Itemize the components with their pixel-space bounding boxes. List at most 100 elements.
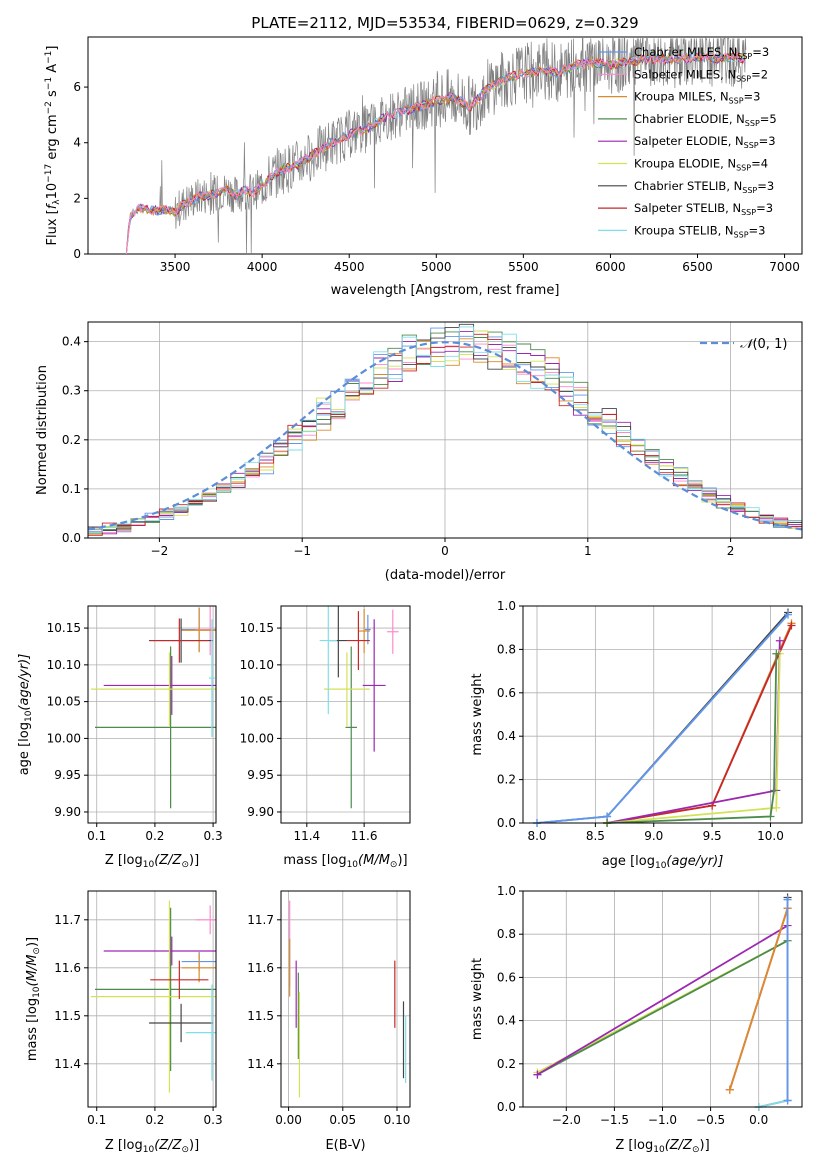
label-part: (Z/Z — [154, 853, 182, 868]
label-sub: ⊙ — [692, 1145, 700, 1155]
x-tick-label: 8.5 — [586, 829, 605, 843]
legend-text: Salpeter ELODIE, N — [634, 134, 744, 148]
label-part: mass [log — [25, 998, 40, 1061]
label-part: mass [log — [283, 853, 346, 868]
label-part: )] — [700, 1138, 710, 1153]
legend-entry: Salpeter MILES, NSSP=2 — [634, 67, 768, 83]
x-tick-label: 4500 — [334, 260, 365, 274]
label-part: age [log — [602, 854, 655, 869]
label-sub: ⊙ — [390, 860, 398, 870]
figure-title: PLATE=2112, MJD=53534, FIBERID=0629, z=0… — [251, 14, 638, 32]
y-tick-label: 0.6 — [497, 970, 516, 984]
legend-text: Kroupa MILES, N — [634, 90, 729, 104]
legend-entry: Kroupa STELIB, NSSP=3 — [634, 223, 765, 239]
label-part: (age/yr)] — [666, 854, 723, 869]
y-tick-label: 0.2 — [497, 773, 516, 787]
mass-vs-ebv-panel: 0.00 0.05 0.10 11.4 11.5 11.6 11.7 E(B-V) — [247, 890, 411, 1153]
weight-line-salpeter_elodie — [536, 924, 789, 1076]
label-part: age [log — [17, 722, 32, 775]
x-tick-label: 10.0 — [757, 829, 784, 843]
weight-marker-chabrier_miles — [783, 895, 792, 904]
weight-line-chabrier_elodie — [607, 653, 778, 824]
legend-text: Kroupa ELODIE, N — [634, 157, 736, 171]
label-part: s — [45, 90, 60, 101]
y-tick-label: 11.4 — [54, 1057, 81, 1071]
axes-frame — [280, 605, 411, 824]
x-tick-label: 0.0 — [749, 1113, 768, 1127]
y-tick-label: 11.5 — [54, 1009, 81, 1023]
x-tick-label: −1.0 — [648, 1113, 677, 1127]
y-tick-label: 11.5 — [247, 1009, 274, 1023]
y-tick-label: 10.00 — [240, 731, 274, 745]
legend-sub: SSP — [737, 52, 752, 61]
weight-marker-chabrier_elodie — [766, 812, 775, 821]
legend-text: =3 — [756, 201, 773, 215]
x-tick-label: −1.5 — [600, 1113, 629, 1127]
legend-sub: SSP — [734, 230, 749, 239]
weight-marker-chabrier_miles — [783, 610, 792, 619]
y-tick-label: 11.7 — [54, 913, 81, 927]
label-part: A — [45, 64, 60, 77]
label-part: ] — [45, 46, 60, 51]
label-sub: ⊙ — [181, 860, 189, 870]
label-part: (M/M — [358, 853, 390, 868]
x-tick-label: −0.5 — [696, 1113, 725, 1127]
y-tick-label: 10.05 — [240, 695, 274, 709]
legend-text: =3 — [744, 90, 761, 104]
weight-vs-metallicity-panel: −2.0 −1.5 −1.0 −0.5 0.0 0.0 0.2 0.4 0.6 0.8 1.0 mas… — [470, 884, 803, 1155]
x-tick-label: 0.1 — [87, 1113, 106, 1127]
label-part: )] — [189, 1138, 199, 1153]
y-axis-label: mass [log10(M/M⊙)] — [25, 937, 42, 1061]
label-sup: −2 — [44, 101, 54, 114]
x-tick-label: 11.4 — [293, 829, 320, 843]
x-axis-label: age [log10(age/yr)] — [602, 854, 724, 871]
histogram-kroupa_stelib — [88, 326, 802, 533]
label-part: )] — [25, 937, 40, 947]
x-tick-label: 8.0 — [527, 829, 546, 843]
x-tick-label: 9.0 — [644, 829, 663, 843]
y-tick-label: 0.2 — [62, 433, 81, 447]
y-tick-label: 6 — [73, 80, 81, 94]
model-spectrum-salpeter_miles — [125, 52, 746, 255]
x-tick-label: 5500 — [508, 260, 539, 274]
legend-entry: Chabrier STELIB, NSSP=3 — [634, 179, 774, 195]
y-tick-label: 1.0 — [497, 599, 516, 613]
x-tick-label: −2.0 — [552, 1113, 581, 1127]
x-tick-label: 0.3 — [204, 1113, 223, 1127]
y-axis-label: age [log10(age/yr)] — [17, 654, 34, 776]
spectrum-panel: 3500 4000 4500 5000 5500 6000 6500 7000 0 2 4 6 wave… — [44, 36, 803, 298]
x-axis-label: Z [log10(Z/Z⊙)] — [615, 1138, 709, 1155]
histogram-salpeter_stelib — [88, 333, 802, 536]
legend-sub: SSP — [736, 74, 751, 83]
y-tick-label: 0.6 — [497, 686, 516, 700]
weight-marker-salpeter_elodie — [775, 636, 784, 645]
legend-sub: SSP — [742, 186, 757, 195]
y-tick-label: 0.2 — [497, 1057, 516, 1071]
weight-vs-age-panel: 8.0 8.5 9.0 9.5 10.0 0.0 0.2 0.4 0.6 0.8 1.0 mass w… — [470, 599, 803, 871]
y-axis-label: mass weight — [470, 673, 485, 755]
x-tick-label: 0.1 — [87, 829, 106, 843]
legend-text: Salpeter STELIB, N — [634, 201, 741, 215]
legend-entry: Chabrier ELODIE, NSSP=5 — [634, 112, 777, 128]
y-tick-label: 9.95 — [247, 768, 274, 782]
x-tick-label: 0.2 — [145, 829, 164, 843]
weight-marker-kroupa_elodie — [772, 803, 781, 812]
y-tick-label: 0.4 — [62, 335, 81, 349]
legend-entry: Salpeter ELODIE, NSSP=3 — [634, 134, 776, 150]
label-part: erg cm — [45, 114, 60, 163]
legend-text: Chabrier ELODIE, N — [634, 112, 745, 126]
weight-marker-chabrier_elodie — [772, 649, 781, 658]
y-tick-label: 2 — [73, 191, 81, 205]
age-vs-metallicity-panel: 0.1 0.2 0.3 9.90 9.95 10.00 10.05 10.10 10.15 Z [… — [17, 605, 223, 870]
x-tick-label: 6500 — [682, 260, 713, 274]
x-tick-label: 0.10 — [384, 1113, 411, 1127]
x-axis-label: wavelength [Angstrom, rest frame] — [331, 283, 560, 298]
legend-text: =2 — [751, 67, 768, 81]
axes-frame — [522, 605, 803, 824]
mass-vs-metallicity-panel: 0.1 0.2 0.311.411.511.611.7Z [log10(Z/Z⊙)]… — [25, 890, 223, 1155]
label-sub: 10 — [32, 986, 42, 998]
observed-spectrum — [125, 37, 747, 255]
label-sub: 10 — [655, 861, 667, 871]
y-tick-label: 0.4 — [497, 729, 516, 743]
residuals-panel: −2 −1 0 1 2 0.0 0.1 0.2 0.3 0.4 𝒩(0, 1) (data-model… — [35, 321, 803, 583]
